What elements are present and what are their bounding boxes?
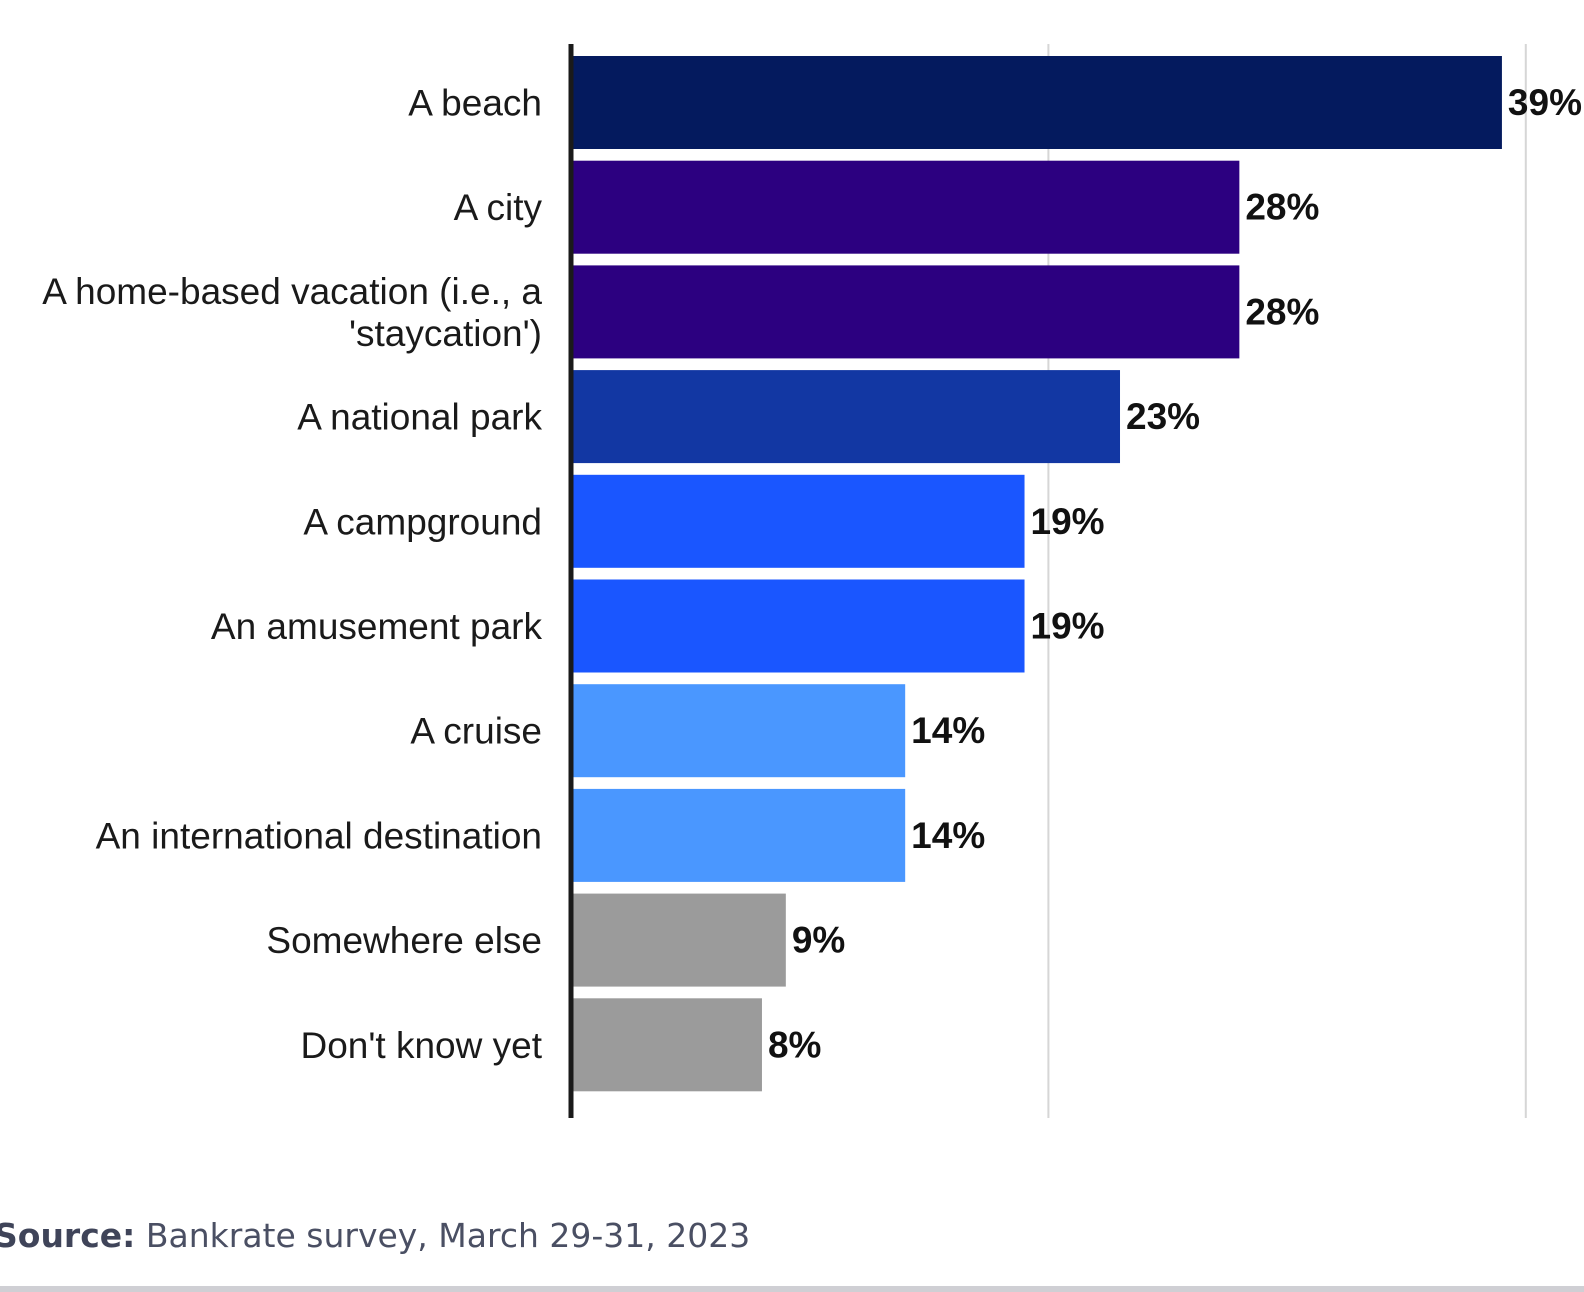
bar: [571, 370, 1121, 464]
bar: [571, 265, 1240, 359]
bar: [571, 998, 762, 1092]
value-label: 9%: [792, 920, 845, 961]
bar: [571, 893, 786, 987]
bar: [571, 579, 1025, 673]
category-label: A national park: [297, 396, 542, 437]
value-label: 19%: [1031, 501, 1105, 542]
value-label: 23%: [1126, 396, 1200, 437]
value-label: 28%: [1245, 291, 1319, 332]
category-label: An amusement park: [211, 606, 543, 647]
category-label: Somewhere else: [266, 920, 542, 961]
category-label: Don't know yet: [300, 1024, 542, 1065]
value-label: 14%: [911, 710, 985, 751]
value-label: 39%: [1508, 82, 1582, 123]
source-note: Source: Bankrate survey, March 29-31, 20…: [0, 1216, 750, 1255]
value-label: 8%: [768, 1024, 821, 1065]
value-label: 14%: [911, 815, 985, 856]
bar: [571, 160, 1240, 254]
category-label: An international destination: [96, 815, 542, 856]
chart-svg: A beach 39% A city 28% A home-based vacation…: [42, 44, 1582, 1118]
category-label: A campground: [303, 501, 542, 542]
category-label: A city: [454, 187, 543, 228]
category-label: A cruise: [410, 710, 542, 751]
bar: [571, 788, 906, 882]
bar: [571, 474, 1025, 568]
source-text: Bankrate survey, March 29-31, 2023: [145, 1216, 751, 1255]
value-label: 19%: [1031, 606, 1105, 647]
value-label: 28%: [1245, 187, 1319, 228]
bottom-divider: [0, 1286, 1584, 1292]
category-label: A home-based vacation (i.e., a'staycatio…: [42, 270, 542, 353]
category-label: A beach: [408, 82, 542, 123]
bar-chart: A beach 39% A city 28% A home-based vacation…: [42, 44, 1582, 1118]
bar: [571, 684, 906, 778]
bar: [571, 56, 1502, 149]
source-prefix: Source:: [0, 1216, 136, 1255]
